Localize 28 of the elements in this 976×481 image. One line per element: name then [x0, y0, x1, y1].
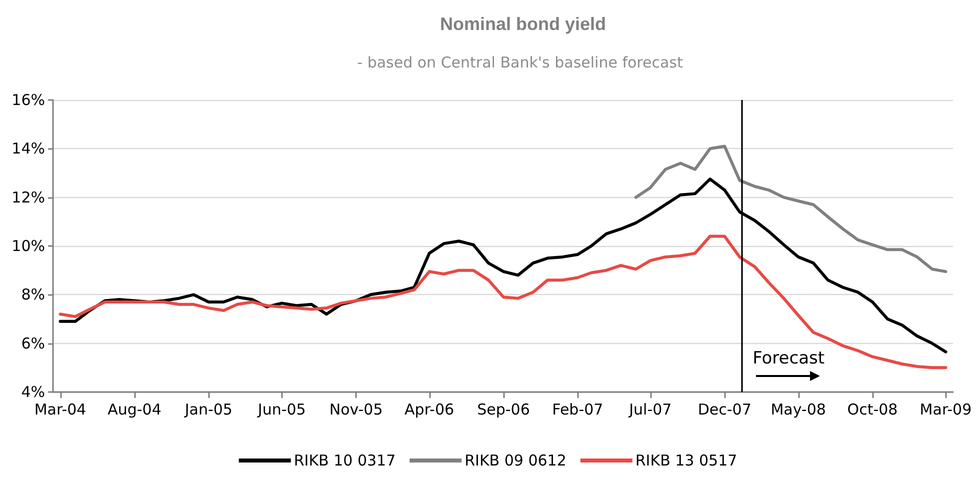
- x-tick-label: Apr-06: [404, 400, 454, 418]
- x-tick-label: Mar-04: [34, 400, 86, 418]
- x-tick-label: Oct-08: [847, 400, 898, 418]
- y-tick-label: 16%: [12, 91, 45, 109]
- legend-label: RIKB 10 0317: [294, 452, 396, 470]
- legend-label: RIKB 13 0517: [635, 452, 738, 470]
- x-tick-label: May-08: [770, 400, 826, 418]
- y-tick-label: 4%: [21, 383, 45, 401]
- legend-label: RIKB 09 0612: [464, 452, 566, 470]
- x-tick-label: Jul-07: [628, 400, 672, 418]
- y-tick-label: 14%: [12, 140, 45, 158]
- y-tick-label: 6%: [21, 334, 45, 352]
- x-tick-label: Dec-07: [698, 400, 752, 418]
- x-tick-label: Mar-09: [920, 400, 972, 418]
- x-tick-label: Jan-05: [184, 400, 232, 418]
- x-tick-label: Aug-04: [108, 400, 162, 418]
- y-tick-label: 12%: [12, 188, 45, 206]
- line-series: [634, 144, 948, 274]
- x-tick-label: Jun-05: [256, 400, 306, 418]
- chart-subtitle: - based on Central Bank's baseline forecast: [357, 54, 683, 72]
- y-tick-label: 10%: [12, 237, 45, 255]
- x-tick-label: Feb-07: [552, 400, 604, 418]
- ref-line-label: Forecast: [752, 348, 825, 368]
- y-tick-label: 8%: [21, 286, 45, 304]
- x-tick-label: Sep-06: [477, 400, 530, 418]
- chart-title: Nominal bond yield: [440, 14, 606, 34]
- x-tick-label: Nov-05: [329, 400, 383, 418]
- line-series: [58, 234, 948, 370]
